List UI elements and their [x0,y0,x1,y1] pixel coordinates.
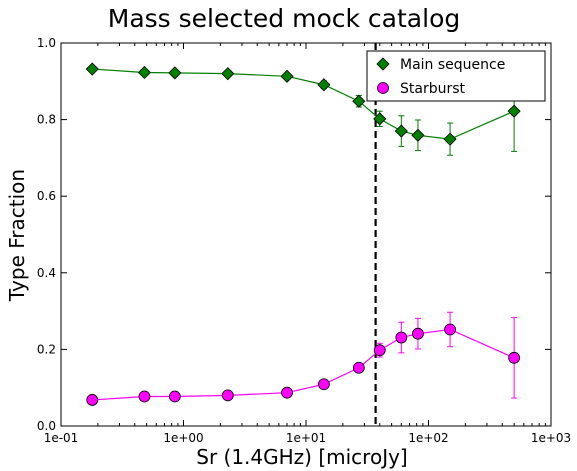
starburst-point [221,389,234,402]
starburst-point [395,331,408,344]
main-sequence-point [507,104,521,118]
legend-main-sequence-marker [376,57,390,71]
x-tick-label: 1e+02 [408,431,448,445]
starburst-line [92,328,515,401]
y-axis-label: Type Fraction [5,169,29,302]
y-tick-label: 0.2 [37,342,56,356]
starburst-point [412,327,424,340]
main-sequence-point [352,94,366,108]
starburst-point [318,378,330,391]
x-tick-label: 1e+00 [163,431,203,445]
starburst-point [373,344,386,357]
main-sequence-point [411,128,425,142]
starburst-point [508,351,521,364]
x-tick-label: 1e+03 [531,431,571,445]
x-axis-label: Sr (1.4GHz) [microJy] [196,445,407,469]
starburst-point [352,361,365,374]
legend-box [366,50,546,102]
y-tick-label: 0.6 [37,189,56,203]
starburst-point [86,394,99,406]
starburst-point [168,390,181,403]
legend-starburst-label: Starburst [400,81,466,97]
main-sequence-point [137,65,152,80]
y-tick-label: 0.0 [37,419,56,433]
legend-main-sequence-label: Main sequence [400,57,505,73]
main-sequence-point [317,78,331,92]
main-sequence-point [168,66,182,80]
legend-starburst-marker [377,82,389,94]
main-sequence-point [85,62,99,76]
plot-area: 1e-01 1e+00 1e+01 1e+02 1e+03 0.0 0.2 0.4 0.6 0.8… [37,36,571,445]
main-sequence-point [373,112,387,126]
main-sequence-point [394,124,408,138]
main-sequence-point [280,69,294,83]
main-sequence-point [221,67,235,81]
chart-title: Mass selected mock catalog [108,4,460,33]
x-tick-label: 1e+01 [286,431,326,445]
y-tick-label: 0.4 [37,266,56,280]
x-tick-label: 1e-01 [44,431,79,445]
y-tick-label: 0.8 [37,113,56,127]
y-tick-label: 1.0 [37,36,56,50]
starburst-point [444,323,456,336]
starburst-point [138,390,151,403]
main-sequence-point [443,132,457,146]
starburst-point [281,386,293,399]
